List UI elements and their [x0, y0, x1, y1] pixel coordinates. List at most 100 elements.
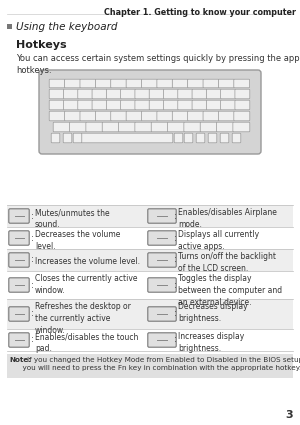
- Text: Enables/disables the touch
pad.: Enables/disables the touch pad.: [35, 332, 138, 353]
- Text: :: :: [31, 255, 34, 264]
- FancyBboxPatch shape: [9, 278, 29, 292]
- FancyBboxPatch shape: [49, 79, 65, 88]
- Text: :: :: [174, 280, 177, 289]
- Text: Note:: Note:: [9, 357, 31, 363]
- FancyBboxPatch shape: [78, 89, 93, 99]
- FancyBboxPatch shape: [9, 307, 29, 321]
- FancyBboxPatch shape: [106, 89, 121, 99]
- FancyBboxPatch shape: [192, 100, 207, 110]
- FancyBboxPatch shape: [196, 133, 205, 143]
- FancyBboxPatch shape: [9, 209, 29, 223]
- FancyBboxPatch shape: [80, 111, 96, 121]
- FancyBboxPatch shape: [149, 89, 164, 99]
- FancyBboxPatch shape: [172, 111, 188, 121]
- FancyBboxPatch shape: [64, 111, 81, 121]
- Text: If you changed the Hotkey Mode from Enabled to Disabled in the BIOS setup utilit: If you changed the Hotkey Mode from Enab…: [9, 357, 300, 371]
- FancyBboxPatch shape: [206, 89, 221, 99]
- FancyBboxPatch shape: [218, 111, 234, 121]
- Text: Decreases the volume
level.: Decreases the volume level.: [35, 230, 120, 251]
- FancyBboxPatch shape: [148, 333, 176, 347]
- FancyBboxPatch shape: [234, 111, 250, 121]
- Text: :: :: [174, 233, 177, 243]
- Text: Using the keyboard: Using the keyboard: [16, 22, 118, 31]
- Bar: [7, 271, 293, 299]
- FancyBboxPatch shape: [188, 111, 204, 121]
- FancyBboxPatch shape: [164, 100, 178, 110]
- FancyBboxPatch shape: [106, 100, 121, 110]
- Bar: [7, 227, 293, 249]
- Text: :: :: [174, 212, 177, 221]
- Text: Enables/disables Airplane
mode.: Enables/disables Airplane mode.: [178, 208, 277, 229]
- FancyBboxPatch shape: [64, 79, 80, 88]
- FancyBboxPatch shape: [217, 122, 233, 132]
- FancyBboxPatch shape: [233, 122, 250, 132]
- FancyBboxPatch shape: [53, 122, 70, 132]
- FancyBboxPatch shape: [220, 89, 236, 99]
- Bar: [7, 249, 293, 271]
- FancyBboxPatch shape: [203, 111, 219, 121]
- Bar: [7, 354, 293, 378]
- Text: You can access certain system settings quickly by pressing the appropriate
hotke: You can access certain system settings q…: [16, 54, 300, 75]
- Text: Turns on/off the backlight
of the LCD screen.: Turns on/off the backlight of the LCD sc…: [178, 252, 276, 273]
- FancyBboxPatch shape: [95, 111, 111, 121]
- FancyBboxPatch shape: [148, 231, 176, 245]
- FancyBboxPatch shape: [121, 89, 136, 99]
- FancyBboxPatch shape: [174, 133, 183, 143]
- FancyBboxPatch shape: [9, 253, 29, 267]
- FancyBboxPatch shape: [208, 133, 217, 143]
- FancyBboxPatch shape: [9, 231, 29, 245]
- FancyBboxPatch shape: [70, 122, 86, 132]
- Text: :: :: [31, 280, 34, 289]
- Bar: [7, 205, 293, 227]
- FancyBboxPatch shape: [92, 100, 107, 110]
- FancyBboxPatch shape: [102, 122, 119, 132]
- Text: Displays all currently
active apps.: Displays all currently active apps.: [178, 230, 259, 251]
- FancyBboxPatch shape: [118, 122, 136, 132]
- Text: Chapter 1. Getting to know your computer: Chapter 1. Getting to know your computer: [104, 8, 296, 17]
- Text: Decreases display
brightness.: Decreases display brightness.: [178, 302, 247, 323]
- FancyBboxPatch shape: [220, 100, 236, 110]
- FancyBboxPatch shape: [184, 122, 201, 132]
- Bar: [7, 299, 293, 329]
- Text: :: :: [31, 212, 34, 221]
- FancyBboxPatch shape: [73, 133, 82, 143]
- FancyBboxPatch shape: [92, 89, 107, 99]
- FancyBboxPatch shape: [64, 100, 78, 110]
- FancyBboxPatch shape: [188, 79, 203, 88]
- FancyBboxPatch shape: [220, 133, 229, 143]
- FancyBboxPatch shape: [148, 278, 176, 292]
- Text: :: :: [174, 309, 177, 318]
- FancyBboxPatch shape: [157, 79, 173, 88]
- FancyBboxPatch shape: [135, 122, 152, 132]
- FancyBboxPatch shape: [178, 89, 193, 99]
- FancyBboxPatch shape: [142, 79, 157, 88]
- FancyBboxPatch shape: [148, 209, 176, 223]
- FancyBboxPatch shape: [86, 122, 103, 132]
- FancyBboxPatch shape: [235, 89, 250, 99]
- Bar: [7, 329, 293, 351]
- FancyBboxPatch shape: [178, 100, 193, 110]
- FancyBboxPatch shape: [184, 133, 193, 143]
- Text: :: :: [174, 255, 177, 264]
- Text: :: :: [31, 233, 34, 243]
- FancyBboxPatch shape: [149, 100, 164, 110]
- Bar: [7, 24, 12, 29]
- FancyBboxPatch shape: [49, 111, 65, 121]
- FancyBboxPatch shape: [81, 133, 173, 143]
- FancyBboxPatch shape: [80, 79, 96, 88]
- FancyBboxPatch shape: [234, 79, 250, 88]
- FancyBboxPatch shape: [126, 111, 142, 121]
- FancyBboxPatch shape: [206, 100, 221, 110]
- Text: Closes the currently active
window.: Closes the currently active window.: [35, 274, 137, 295]
- FancyBboxPatch shape: [164, 89, 178, 99]
- FancyBboxPatch shape: [39, 70, 261, 154]
- FancyBboxPatch shape: [49, 89, 64, 99]
- FancyBboxPatch shape: [203, 79, 219, 88]
- FancyBboxPatch shape: [135, 100, 150, 110]
- FancyBboxPatch shape: [126, 79, 142, 88]
- Text: :: :: [31, 309, 34, 318]
- FancyBboxPatch shape: [142, 111, 158, 121]
- FancyBboxPatch shape: [9, 333, 29, 347]
- FancyBboxPatch shape: [135, 89, 150, 99]
- Text: Refreshes the desktop or
the currently active
window.: Refreshes the desktop or the currently a…: [35, 302, 131, 334]
